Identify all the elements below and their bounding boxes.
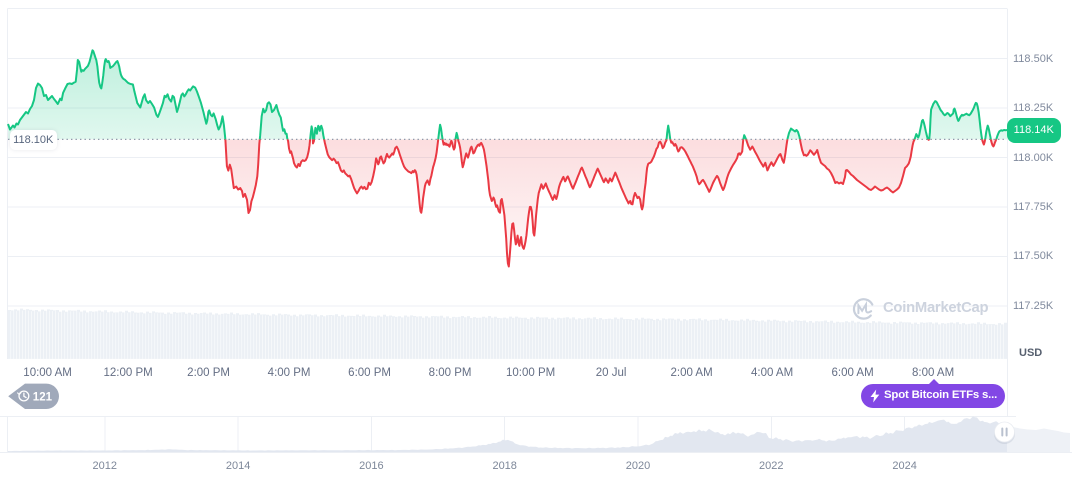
svg-text:121: 121 xyxy=(33,391,53,403)
